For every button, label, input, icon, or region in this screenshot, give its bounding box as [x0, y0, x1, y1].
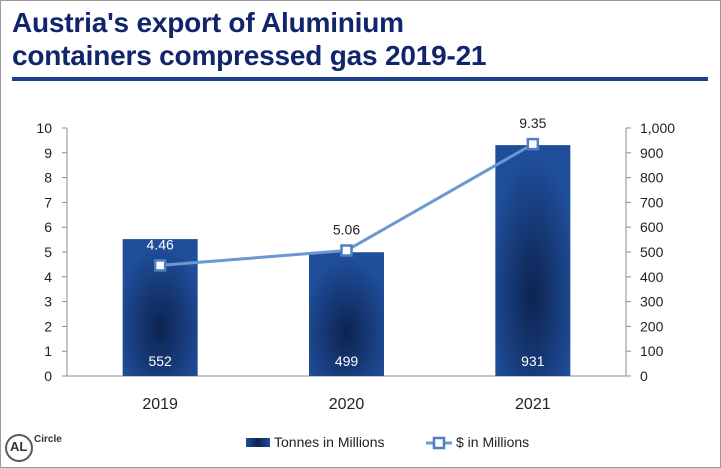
y-left-tick-label: 3: [44, 294, 52, 310]
title-line-2: containers compressed gas 2019-21: [12, 40, 487, 71]
line-data-label: 9.35: [519, 115, 546, 131]
y-right-tick-label: 300: [640, 294, 664, 310]
y-left-tick-label: 5: [44, 244, 52, 260]
y-left-tick-label: 4: [44, 269, 52, 285]
alcircle-logo: AL Circle: [4, 428, 66, 464]
logo-circle-icon: [5, 434, 33, 462]
legend-label-tonnes: Tonnes in Millions: [274, 434, 385, 450]
y-left-tick-label: 8: [44, 170, 52, 186]
y-right-tick-label: 900: [640, 145, 664, 161]
y-left-tick-label: 6: [44, 219, 52, 235]
line-marker: [153, 259, 167, 272]
line-marker: [340, 244, 353, 257]
legend: Tonnes in Millions $ in Millions: [246, 434, 529, 450]
y-left-tick-label: 9: [44, 145, 52, 161]
x-tick-label: 2019: [142, 396, 178, 413]
y-left-tick-label: 0: [44, 368, 52, 384]
title-line-1: Austria's export of Aluminium: [12, 7, 404, 38]
title-underline: [12, 77, 708, 81]
y-right-tick-label: 400: [640, 269, 664, 285]
bar-data-label: 499: [335, 353, 359, 369]
y-left-tick-label: 10: [36, 120, 52, 136]
bar-tonnes: [495, 145, 571, 376]
bar-data-label: 931: [521, 353, 545, 369]
y-right-tick-label: 800: [640, 170, 664, 186]
bar-data-label: 552: [148, 353, 172, 369]
line-data-label: 4.46: [147, 236, 174, 252]
y-right-tick-label: 600: [640, 219, 664, 235]
x-tick-label: 2020: [329, 396, 365, 413]
bar-tonnes: [309, 252, 384, 376]
legend-swatch-dollars-marker: [432, 436, 446, 450]
y-right-tick-label: 1,000: [640, 120, 675, 136]
y-left-tick-label: 7: [44, 194, 52, 210]
y-left-tick-label: 1: [44, 343, 52, 359]
y-left-tick-label: 2: [44, 318, 52, 334]
labels-layer: 552 499 931 4.46 5.06 9.35: [147, 115, 547, 369]
legend-swatch-tonnes: [246, 438, 270, 447]
y-right-tick-label: 700: [640, 194, 664, 210]
logo-al-text: AL: [10, 439, 28, 454]
line-layer: [153, 137, 540, 272]
y-right-tick-label: 0: [640, 368, 648, 384]
line-data-label: 5.06: [333, 222, 360, 238]
y-right-tick-label: 500: [640, 244, 664, 260]
x-tick-label: 2021: [515, 396, 551, 413]
line-marker: [526, 137, 540, 151]
y-right-tick-label: 200: [640, 318, 664, 334]
y-right-tick-label: 100: [640, 343, 664, 359]
chart-title: Austria's export of Aluminium containers…: [12, 6, 487, 72]
bars-layer: [122, 145, 571, 376]
legend-label-dollars: $ in Millions: [456, 434, 529, 450]
logo-circle-text: Circle: [34, 434, 62, 445]
